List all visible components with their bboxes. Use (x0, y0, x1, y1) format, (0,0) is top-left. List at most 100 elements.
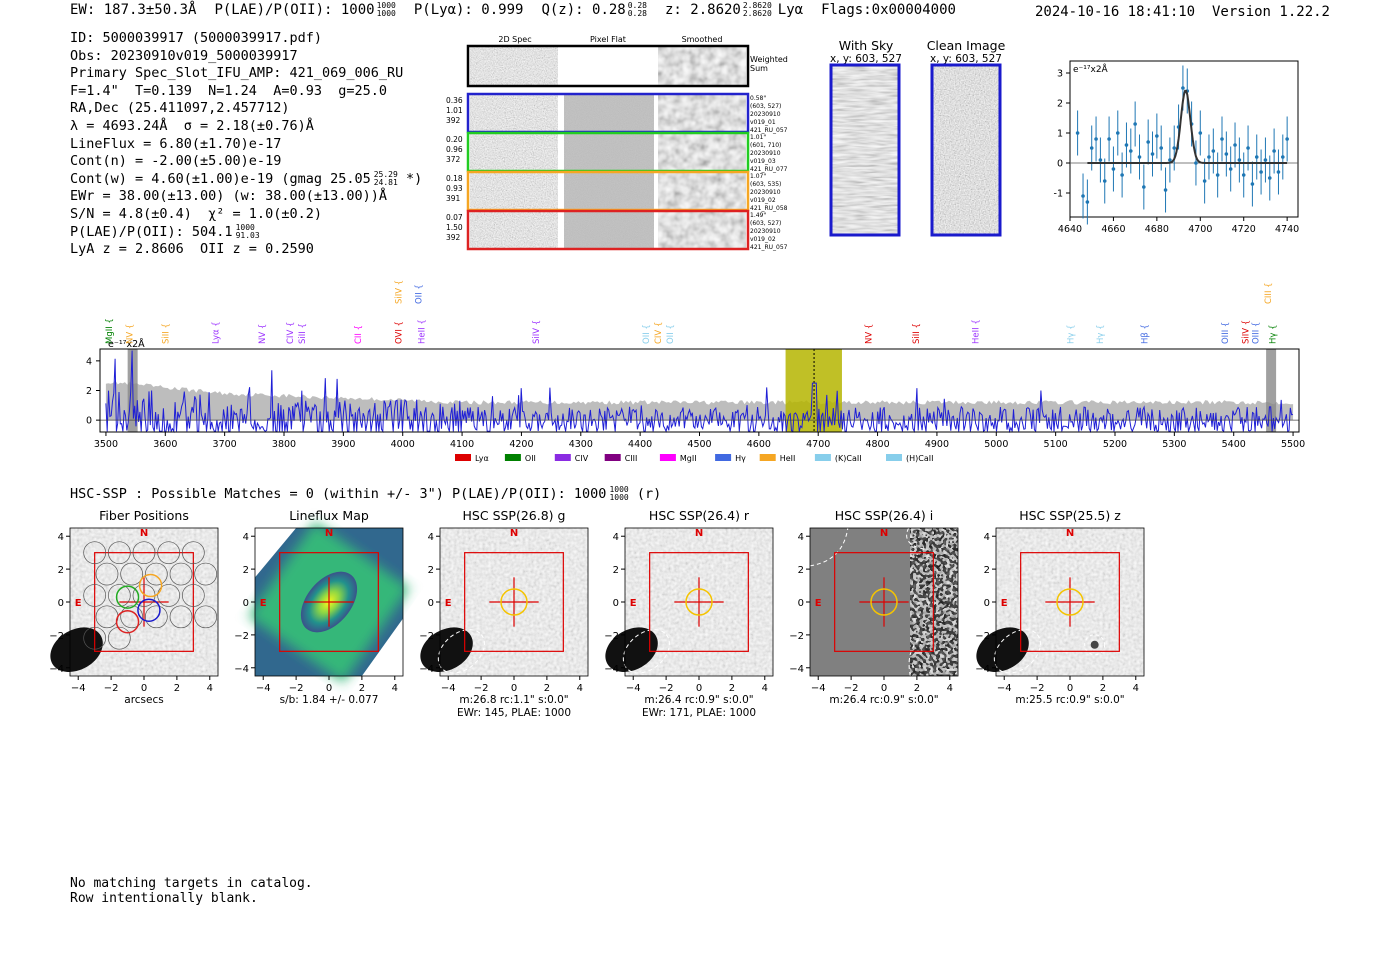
legend-label: CIII (625, 454, 638, 463)
hsc-panel-title: Fiber Positions (99, 508, 189, 523)
emission-line-label: HeII { (971, 319, 981, 344)
info-line: EWr = 38.00(±13.00) (w: 38.00(±13.00))Å (70, 188, 387, 205)
clean-image (933, 66, 999, 234)
emission-line-label: OVI { (395, 321, 405, 344)
weighted-flat (558, 47, 656, 85)
cutout-row-stat: 1.01 (446, 106, 463, 115)
aperture-circle (870, 588, 898, 616)
qz-sub: 0.28 (627, 9, 647, 18)
fiber-footprint (107, 541, 131, 565)
compass-north: N (880, 528, 888, 539)
hsc-i-noise-strip (910, 528, 958, 676)
data-point (1202, 179, 1207, 183)
x-tick-label: 2 (729, 683, 735, 694)
data-point (1120, 173, 1124, 177)
bright-neighbor (420, 627, 473, 672)
y-tick-label: 1 (1057, 129, 1063, 140)
cutout-row-meta: 20230910 (750, 150, 781, 157)
x-tick-label: −4 (441, 683, 456, 694)
hsc-panel-caption: arcsecs (124, 694, 163, 706)
data-point (1163, 188, 1168, 192)
data-point (1276, 170, 1281, 174)
cutout-row-stat: 392 (446, 233, 461, 242)
zoom-ylabel: e⁻¹⁷x2Å (1073, 63, 1109, 75)
x-tick-label: 0 (1067, 683, 1073, 694)
fiber-footprint (83, 541, 107, 565)
cutout-row-stat: 0.36 (446, 96, 463, 105)
y-tick-label: 0 (984, 598, 990, 609)
gaussian-fit (1087, 89, 1288, 164)
z-value: z: 2.8620 2.8620 2.8620 (665, 1, 772, 19)
data-point (1172, 146, 1177, 150)
emission-line-label: OII { (666, 324, 676, 344)
hsc-plae-sub: 1000 (609, 493, 629, 502)
hsc-panel-caption-2: EWr: 171, PLAE: 1000 (642, 707, 756, 719)
timestamp: 2024-10-16 18:41:10 (1034, 4, 1196, 20)
line-id: Lyα (777, 2, 804, 18)
y-tick-label: −2 (604, 631, 619, 642)
emission-line-label: MgII { (105, 318, 115, 344)
compass-east: E (630, 598, 637, 609)
x-tick-label: 3800 (272, 439, 296, 450)
cutout-row-stat: 0.20 (446, 135, 463, 144)
compass-north: N (325, 528, 333, 539)
weighted-2d (470, 47, 558, 85)
catalog-footer: No matching targets in catalog. Row inten… (70, 876, 313, 906)
x-tick-label: 2 (359, 683, 365, 694)
cutout-row-meta: v019_01 (750, 119, 776, 126)
y-tick-label: 0 (1057, 159, 1063, 170)
emission-line-label: Hβ { (1141, 324, 1151, 344)
x-tick-label: 4720 (1232, 224, 1256, 235)
cutout-row-meta: (603, 527) (750, 220, 781, 227)
with-sky-frame (829, 63, 901, 237)
x-tick-label: 2 (174, 683, 180, 694)
data-point (1094, 137, 1098, 141)
x-tick-label: 5200 (1103, 439, 1127, 450)
search-box (649, 552, 749, 652)
legend-label: Hγ (735, 454, 746, 463)
fiber-footprint (169, 605, 193, 629)
cutout-pixel-flat (564, 173, 654, 209)
y-tick-label: 0 (58, 598, 64, 609)
error-envelope (105, 380, 1294, 421)
flags-value: Flags:0x00004000 (821, 2, 956, 18)
fiber-footprint (169, 562, 193, 586)
y-tick-label: -1 (1054, 189, 1063, 200)
y-tick-label: 2 (613, 565, 619, 576)
x-tick-label: 3900 (331, 439, 355, 450)
x-tick-label: 4200 (509, 439, 533, 450)
data-point (1098, 158, 1103, 162)
cutout-grid: 2D Spec Pixel Flat Smoothed Weighted Sum… (446, 35, 788, 251)
faint-source (1090, 640, 1099, 649)
cutout-pixel-flat (564, 212, 654, 248)
fiber-footprint (157, 584, 181, 607)
fiber-cutouts: 2D Spec Pixel Flat Smoothed Weighted Sum… (440, 34, 820, 264)
search-box (1020, 552, 1120, 652)
fiber-highlight (137, 598, 161, 622)
clean-image-title: Clean Image x, y: 603, 527 (926, 38, 1006, 65)
emission-line-label: SiII { (298, 323, 308, 344)
col-title-2d: 2D Spec (498, 35, 531, 44)
plae-header-sub: 1000 (376, 9, 396, 18)
compass-east: E (75, 598, 82, 609)
y-tick-label: 2 (58, 565, 64, 576)
legend-swatch (659, 454, 676, 461)
emission-line-label: Hγ { (1268, 324, 1278, 344)
y-tick-label: 4 (58, 532, 64, 543)
data-point (1263, 158, 1268, 162)
x-tick-label: 4600 (747, 439, 771, 450)
fiber-footprint (144, 605, 168, 629)
cutout-row-meta: 20230910 (750, 111, 781, 118)
fiber-footprint (194, 605, 218, 629)
weighted-smooth (658, 47, 746, 85)
fiber-highlight (115, 609, 140, 634)
weighted-label-1: Weighted (750, 55, 788, 64)
detection-info: ID: 5000039917 (5000039917.pdf) Obs: 2023… (70, 30, 422, 259)
hsc-plae-sup: 1000 (609, 485, 629, 494)
search-box (279, 552, 379, 652)
hsc-panel-caption-2: EWr: 145, PLAE: 1000 (457, 707, 571, 719)
x-tick-label: 4 (947, 683, 953, 694)
info-line: ID: 5000039917 (5000039917.pdf) (70, 30, 322, 46)
compass-north: N (695, 528, 703, 539)
emission-line-label: NV { (258, 324, 268, 344)
